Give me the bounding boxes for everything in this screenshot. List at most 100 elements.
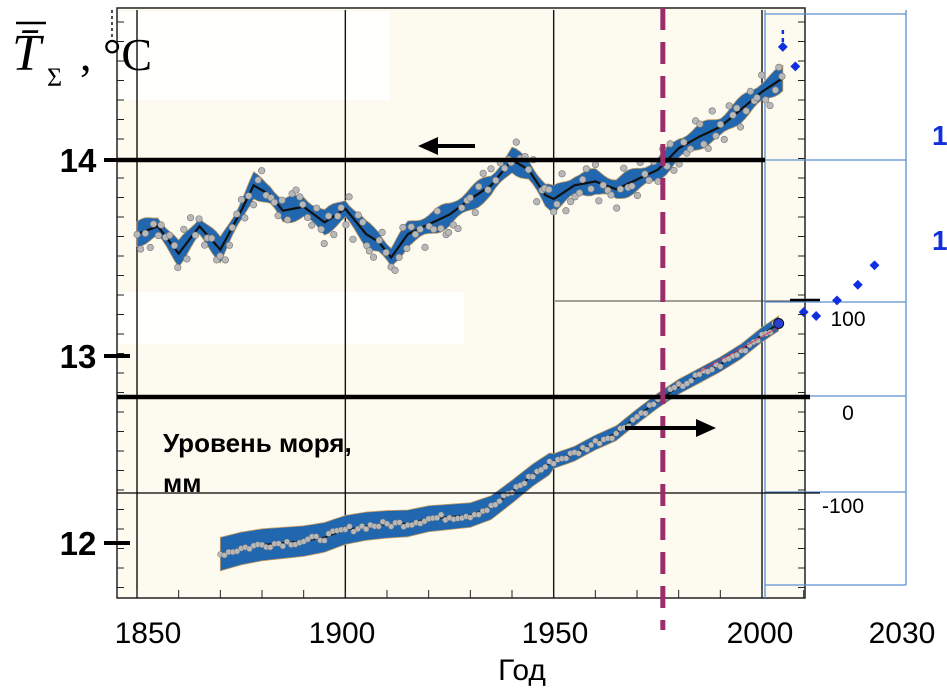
temperature-point bbox=[766, 101, 774, 110]
annotation-right-2: 1 bbox=[932, 225, 947, 256]
temperature-point bbox=[395, 253, 403, 261]
temperature-point bbox=[241, 214, 249, 222]
sea-level-point bbox=[279, 543, 286, 550]
temperature-point bbox=[270, 198, 278, 207]
temperature-point bbox=[137, 245, 145, 253]
temperature-point bbox=[186, 214, 195, 222]
temperature-point bbox=[571, 193, 579, 201]
temperature-point bbox=[716, 120, 725, 129]
temperature-point bbox=[599, 181, 607, 189]
sea-level-point bbox=[375, 523, 382, 530]
temperature-point bbox=[334, 212, 342, 220]
sea-level-point bbox=[575, 450, 582, 457]
temperature-point bbox=[317, 225, 325, 233]
sea-level-point bbox=[433, 514, 441, 521]
temperature-point bbox=[399, 223, 407, 232]
temperature-point bbox=[216, 252, 224, 260]
temperature-point bbox=[778, 72, 786, 80]
sea-level-point bbox=[221, 552, 228, 559]
temperature-point bbox=[484, 186, 492, 194]
sea-level-point bbox=[608, 435, 616, 442]
temperature-point bbox=[437, 224, 445, 233]
sea-level-point bbox=[358, 523, 366, 530]
temperature-point bbox=[686, 145, 695, 153]
sea-level-point bbox=[313, 533, 320, 540]
chart-panels bbox=[133, 63, 786, 572]
sea-level-point bbox=[742, 347, 749, 354]
temperature-point bbox=[278, 196, 286, 204]
temperature-point bbox=[762, 96, 770, 104]
temperature-point bbox=[141, 229, 149, 238]
temperature-point bbox=[382, 248, 390, 257]
temperature-point bbox=[421, 243, 429, 251]
sea-level-point bbox=[583, 446, 591, 453]
temperature-point bbox=[249, 201, 258, 209]
sea-level-point bbox=[688, 377, 695, 384]
sea-level-point bbox=[521, 480, 528, 487]
sea-level-point bbox=[388, 523, 395, 530]
temperature-point bbox=[746, 87, 754, 95]
sea-level-point bbox=[492, 501, 499, 508]
temperature-point bbox=[753, 94, 761, 102]
temperature-point bbox=[174, 263, 182, 272]
temperature-point bbox=[696, 120, 704, 128]
blurred-label-region bbox=[119, 292, 464, 344]
temperature-point bbox=[645, 176, 653, 184]
projection-point bbox=[790, 61, 801, 72]
temperature-point bbox=[736, 123, 745, 131]
sea-level-point bbox=[321, 537, 328, 544]
x-tick-label: 1900 bbox=[309, 617, 376, 650]
temperature-point bbox=[416, 225, 424, 233]
temperature-point bbox=[487, 165, 495, 173]
temperature-point bbox=[433, 207, 441, 215]
temperature-point bbox=[466, 194, 474, 202]
y-tick-label: 12 bbox=[60, 525, 97, 562]
y-tick-label: 14 bbox=[60, 142, 97, 179]
sea-level-point bbox=[733, 351, 741, 359]
y2-tick-label: 0 bbox=[842, 402, 854, 425]
temperature-point bbox=[254, 176, 262, 184]
sea-level-point bbox=[708, 366, 716, 373]
temperature-point bbox=[454, 224, 462, 233]
projection-point bbox=[832, 295, 842, 306]
temperature-point bbox=[725, 102, 733, 110]
temperature-point bbox=[492, 176, 500, 184]
temperature-point bbox=[349, 235, 357, 243]
sea-level-point bbox=[596, 440, 603, 447]
temperature-point bbox=[579, 175, 587, 184]
temperature-point bbox=[628, 182, 636, 190]
y-axis-title: T̄ bbox=[12, 25, 44, 82]
x-tick-label: 2030 bbox=[869, 617, 936, 650]
sea-level-point bbox=[467, 514, 474, 521]
temperature-point bbox=[582, 165, 590, 173]
temperature-point bbox=[201, 241, 209, 249]
temperature-point bbox=[620, 164, 628, 172]
temperature-point bbox=[183, 255, 191, 263]
right-arrow-head bbox=[696, 419, 716, 437]
projection-point bbox=[869, 260, 880, 271]
x-tick-label: 2000 bbox=[727, 617, 794, 650]
sea-level-point bbox=[475, 511, 482, 518]
temperature-point bbox=[445, 228, 453, 237]
sea-level-point bbox=[363, 525, 370, 533]
temperature-point bbox=[299, 200, 307, 209]
sea-level-point bbox=[550, 460, 557, 467]
temperature-point bbox=[133, 230, 141, 239]
left-arrow-head bbox=[418, 137, 438, 155]
temperature-point bbox=[180, 225, 188, 233]
temperature-point bbox=[729, 111, 737, 119]
y-axis-title-subscript: Σ bbox=[47, 63, 62, 92]
temperature-point bbox=[524, 166, 533, 174]
sea-level-point bbox=[233, 548, 241, 555]
temperature-point bbox=[157, 221, 165, 229]
temperature-point bbox=[670, 166, 678, 174]
sea-level-point bbox=[613, 430, 620, 437]
projection-point bbox=[811, 311, 822, 321]
projection-point bbox=[852, 279, 863, 290]
temperature-point bbox=[458, 204, 466, 212]
temperature-point bbox=[680, 138, 688, 146]
temperature-point bbox=[575, 189, 584, 197]
temperature-point bbox=[407, 223, 415, 231]
temperature-point bbox=[369, 253, 378, 261]
